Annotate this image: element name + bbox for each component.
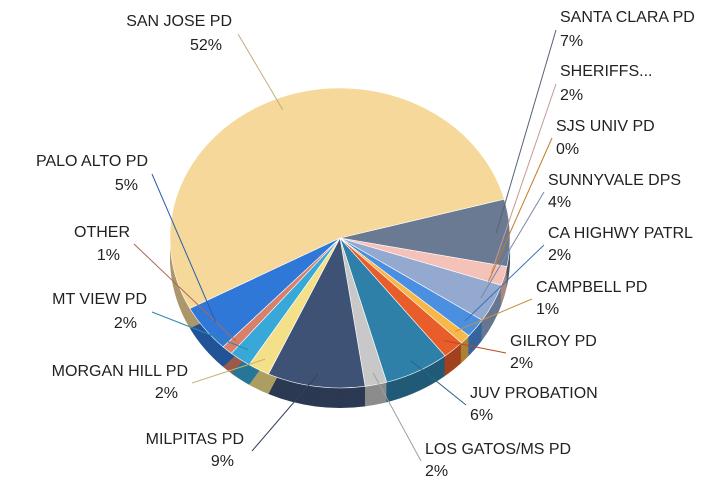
- slice-value-label: 4%: [548, 194, 571, 211]
- slice-label: SANTA CLARA PD: [560, 9, 695, 26]
- pie-tops: [169, 87, 511, 389]
- slice-label: SHERIFFS...: [560, 63, 652, 80]
- slice-label: OTHER: [74, 224, 130, 241]
- slice-label: LOS GATOS/MS PD: [425, 441, 571, 458]
- leader-line: [410, 360, 467, 406]
- leader-line: [480, 191, 545, 299]
- slice-label: SAN JOSE PD: [126, 13, 232, 30]
- slice-label: MORGAN HILL PD: [52, 363, 188, 380]
- slice: [169, 87, 505, 309]
- leader-line: [251, 374, 319, 452]
- leader-line: [151, 173, 216, 322]
- slice-value-label: 2%: [425, 463, 448, 478]
- slice-value-label: 2%: [510, 355, 533, 372]
- leader-line: [237, 33, 284, 110]
- leader-line: [372, 372, 422, 462]
- slice-value-label: 2%: [548, 247, 571, 264]
- slice-value-label: 7%: [560, 33, 583, 50]
- slice-value-label: 1%: [97, 247, 120, 264]
- slice-value-label: 2%: [155, 385, 178, 402]
- slice-label: GILROY PD: [510, 333, 597, 350]
- leader-line: [464, 244, 545, 322]
- leader-line: [151, 311, 249, 351]
- leader-line: [490, 83, 557, 274]
- slice-value-label: 5%: [115, 177, 138, 194]
- slice-value-label: 52%: [190, 37, 222, 54]
- leader-line: [191, 358, 266, 384]
- slice-value-label: 9%: [211, 453, 234, 470]
- slice-value-label: 2%: [560, 87, 583, 104]
- slice-value-label: 2%: [114, 315, 137, 332]
- leader-line: [495, 29, 557, 234]
- slice-label: MILPITAS PD: [146, 431, 244, 448]
- leader-line: [444, 340, 507, 354]
- slice-label: SJS UNIV PD: [556, 118, 655, 135]
- slice-label: MT VIEW PD: [52, 291, 147, 308]
- leader-line: [133, 243, 237, 342]
- slice-label: SUNNYVALE DPS: [548, 172, 681, 189]
- slice-label: JUV PROBATION: [470, 385, 598, 402]
- slice-label: PALO ALTO PD: [36, 153, 148, 170]
- leader-line: [455, 298, 533, 332]
- slice-value-label: 1%: [536, 301, 559, 318]
- leader-line: [487, 137, 553, 282]
- slice-value-label: 6%: [470, 407, 493, 424]
- slice: [268, 237, 366, 389]
- slice-label: CAMPBELL PD: [536, 279, 647, 296]
- slice-value-label: 0%: [556, 141, 579, 158]
- slice-label: CA HIGHWY PATRL: [548, 225, 693, 242]
